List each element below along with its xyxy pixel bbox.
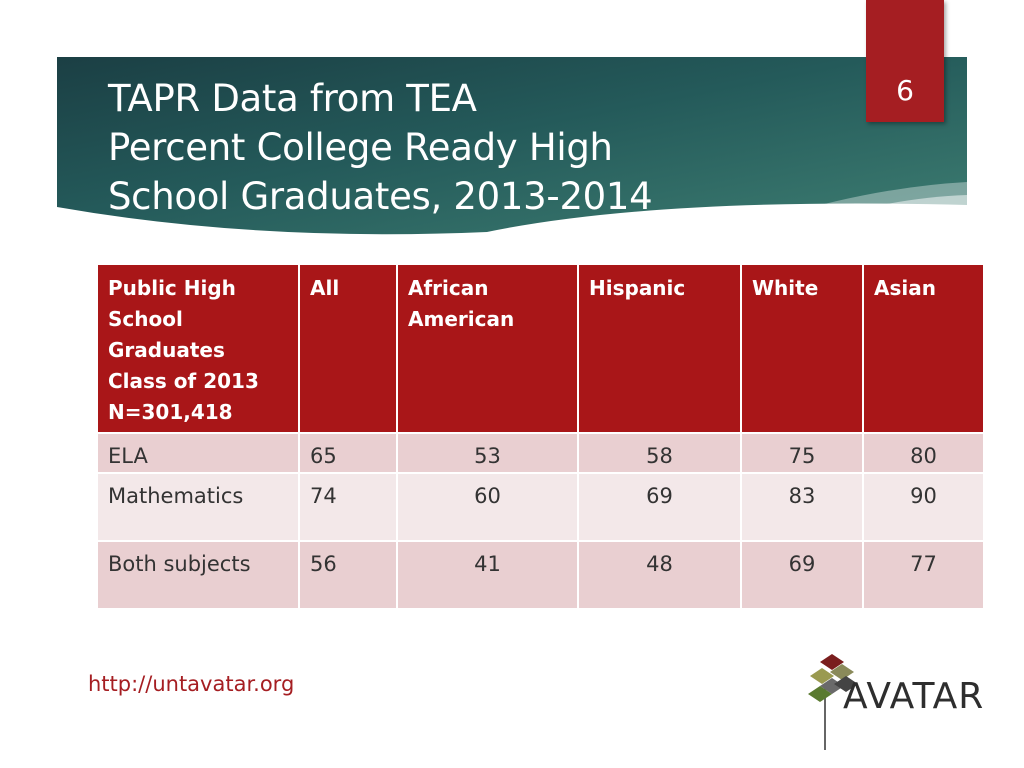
header-white: White [740,263,864,434]
cell-african-american: 53 [396,432,579,474]
cell-white: 69 [740,540,864,610]
cell-asian: 80 [862,432,985,474]
header-population-line-5: N=301,418 [108,400,233,424]
header-asian: Asian [862,263,985,434]
table-row-both-subjects: Both subjects 56 41 48 69 77 [96,540,985,610]
slide-number-tab: 6 [866,0,944,122]
header-population-line-2: School [108,307,183,331]
logo-text: AVATAR [843,676,985,717]
header-all: All [298,263,398,434]
header-african-american-line-1: African [408,276,489,300]
slide-number: 6 [896,74,914,107]
cell-asian: 90 [862,472,985,542]
header-population-line-1: Public High [108,276,236,300]
title-banner [57,57,967,242]
header-asian-label: Asian [874,276,936,300]
table-row-mathematics: Mathematics 74 60 69 83 90 [96,472,985,542]
header-african-american-line-2: American [408,307,515,331]
row-label: ELA [96,432,300,474]
avatar-logo-icon [808,654,858,750]
cell-white: 75 [740,432,864,474]
header-hispanic-label: Hispanic [589,276,686,300]
row-label: Both subjects [96,540,300,610]
cell-african-american: 60 [396,472,579,542]
cell-african-american: 41 [396,540,579,610]
cell-hispanic: 69 [577,472,742,542]
cell-hispanic: 58 [577,432,742,474]
slide-title: TAPR Data from TEA Percent College Ready… [108,74,808,221]
footer-url[interactable]: http://untavatar.org [88,672,295,696]
college-ready-table: Public High School Graduates Class of 20… [96,263,985,610]
header-african-american: African American [396,263,579,434]
header-hispanic: Hispanic [577,263,742,434]
header-all-label: All [310,276,340,300]
header-population-line-4: Class of 2013 [108,369,259,393]
cell-all: 56 [298,540,398,610]
banner-background [57,57,967,242]
cell-hispanic: 48 [577,540,742,610]
title-line-1: TAPR Data from TEA [108,77,477,120]
header-population: Public High School Graduates Class of 20… [96,263,300,434]
header-population-line-3: Graduates [108,338,225,362]
header-white-label: White [752,276,819,300]
table-header-row: Public High School Graduates Class of 20… [96,263,985,434]
cell-all: 65 [298,432,398,474]
cell-all: 74 [298,472,398,542]
table-row-ela: ELA 65 53 58 75 80 [96,432,985,474]
row-label: Mathematics [96,472,300,542]
cell-white: 83 [740,472,864,542]
cell-asian: 77 [862,540,985,610]
title-line-2: Percent College Ready High [108,126,613,169]
title-line-3: School Graduates, 2013-2014 [108,175,653,218]
